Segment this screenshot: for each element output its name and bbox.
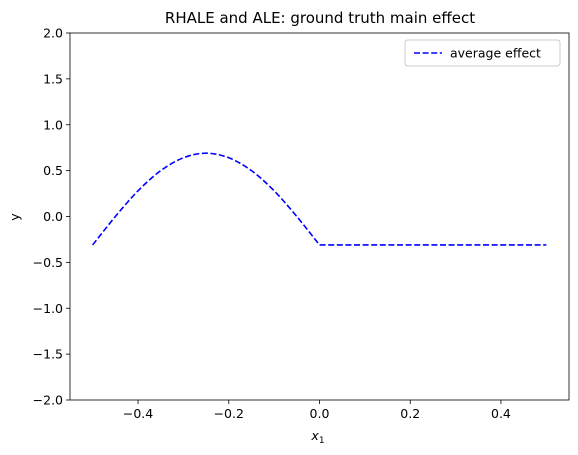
y-axis-ticks: −2.0 −1.5 −1.0 −0.5 0.0 0.5 1.0 1.5 2.0 <box>33 26 70 408</box>
legend-label: average effect <box>450 46 541 61</box>
y-axis-label: y <box>7 213 22 221</box>
plot-frame <box>69 32 570 401</box>
chart-title: RHALE and ALE: ground truth main effect <box>165 9 475 27</box>
x-axis-ticks: −0.4 −0.2 0.0 0.2 0.4 <box>123 400 511 421</box>
y-tick-label: 1.5 <box>43 71 63 86</box>
series-line-average-effect <box>92 152 547 246</box>
x-tick-label: 0.0 <box>310 406 330 421</box>
legend-box <box>404 39 561 67</box>
x-tick-label: −0.2 <box>214 406 244 421</box>
x-tick-label: 0.4 <box>491 406 511 421</box>
x-tick-label: 0.2 <box>400 406 420 421</box>
y-tick-label: −1.5 <box>33 347 63 362</box>
plot-area <box>92 152 547 246</box>
y-tick-label: −1.0 <box>33 301 63 316</box>
y-tick-label: −0.5 <box>33 255 63 270</box>
y-tick-label: 1.0 <box>43 117 63 132</box>
y-tick-label: 2.0 <box>43 26 63 41</box>
y-tick-label: 0.5 <box>43 163 63 178</box>
legend: average effect <box>404 39 561 67</box>
y-tick-label: 0.0 <box>43 209 63 224</box>
x-tick-label: −0.4 <box>123 406 153 421</box>
y-tick-label: −2.0 <box>33 393 63 408</box>
x-axis-label: x1 <box>310 428 324 446</box>
